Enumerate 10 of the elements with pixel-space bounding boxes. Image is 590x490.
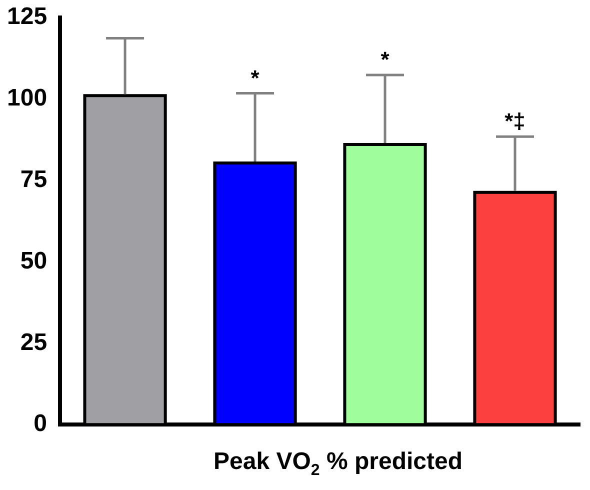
y-tick-label: 0 — [34, 410, 48, 438]
y-tick-label: 100 — [6, 84, 48, 112]
annotation: * — [380, 47, 390, 72]
y-tick-label: 50 — [20, 247, 48, 274]
y-tick-label: 75 — [20, 166, 48, 193]
annotation: * — [250, 65, 260, 90]
y-tick-label: 25 — [20, 328, 48, 356]
x-axis-title: Peak VO$_{2}$ % predicted — [212, 448, 464, 480]
annotation: *‡ — [504, 108, 526, 134]
y-tick-label: 125 — [6, 3, 48, 30]
